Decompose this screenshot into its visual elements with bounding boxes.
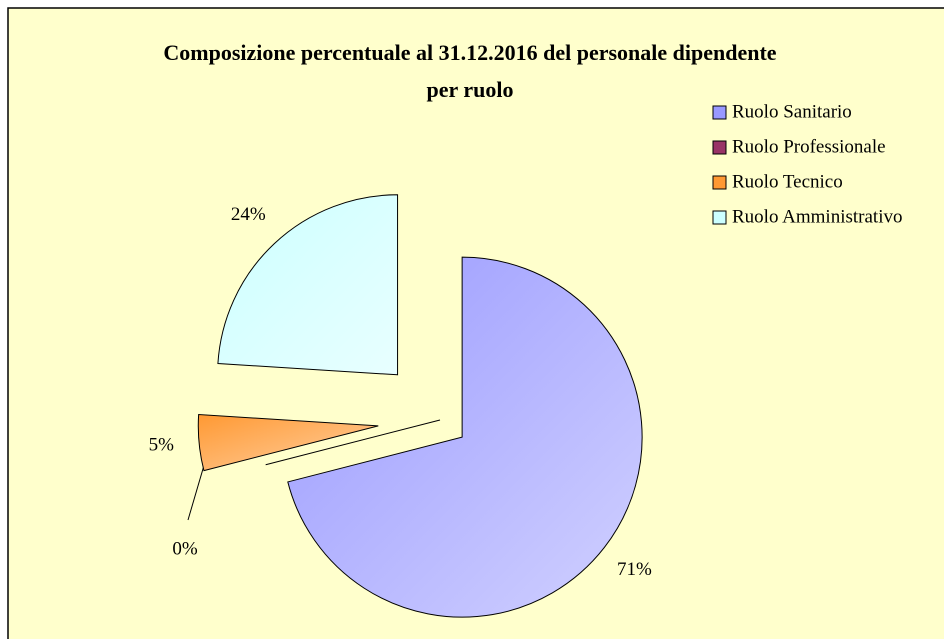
legend-swatch	[712, 210, 727, 225]
legend-label: Ruolo Tecnico	[732, 171, 843, 192]
pie-slice	[217, 194, 399, 376]
data-label: 0%	[172, 538, 198, 559]
legend-swatch	[712, 140, 727, 155]
data-label: 71%	[617, 559, 652, 580]
legend-swatch	[712, 105, 727, 120]
pie-slice	[287, 256, 643, 618]
legend-label: Ruolo Amministrativo	[732, 206, 902, 227]
pie-slice	[265, 419, 441, 466]
data-label: 5%	[149, 435, 175, 456]
leader-line	[187, 461, 206, 521]
legend-label: Ruolo Professionale	[732, 136, 886, 157]
data-label: 24%	[231, 204, 266, 225]
pie-slice	[197, 414, 379, 472]
chart-title: Composizione percentuale al 31.12.2016 d…	[163, 40, 777, 102]
legend-label: Ruolo Sanitario	[732, 101, 852, 122]
legend-swatch	[712, 175, 727, 190]
